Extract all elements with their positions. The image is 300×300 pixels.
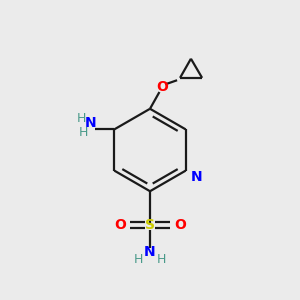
Text: H: H — [157, 253, 166, 266]
Text: H: H — [79, 126, 88, 140]
Text: S: S — [145, 218, 155, 232]
Text: H: H — [76, 112, 86, 125]
Text: N: N — [144, 244, 156, 259]
Text: O: O — [114, 218, 126, 232]
Text: O: O — [174, 218, 186, 232]
Text: N: N — [190, 170, 202, 184]
Text: O: O — [156, 80, 168, 94]
Text: N: N — [85, 116, 97, 130]
Text: H: H — [134, 253, 143, 266]
